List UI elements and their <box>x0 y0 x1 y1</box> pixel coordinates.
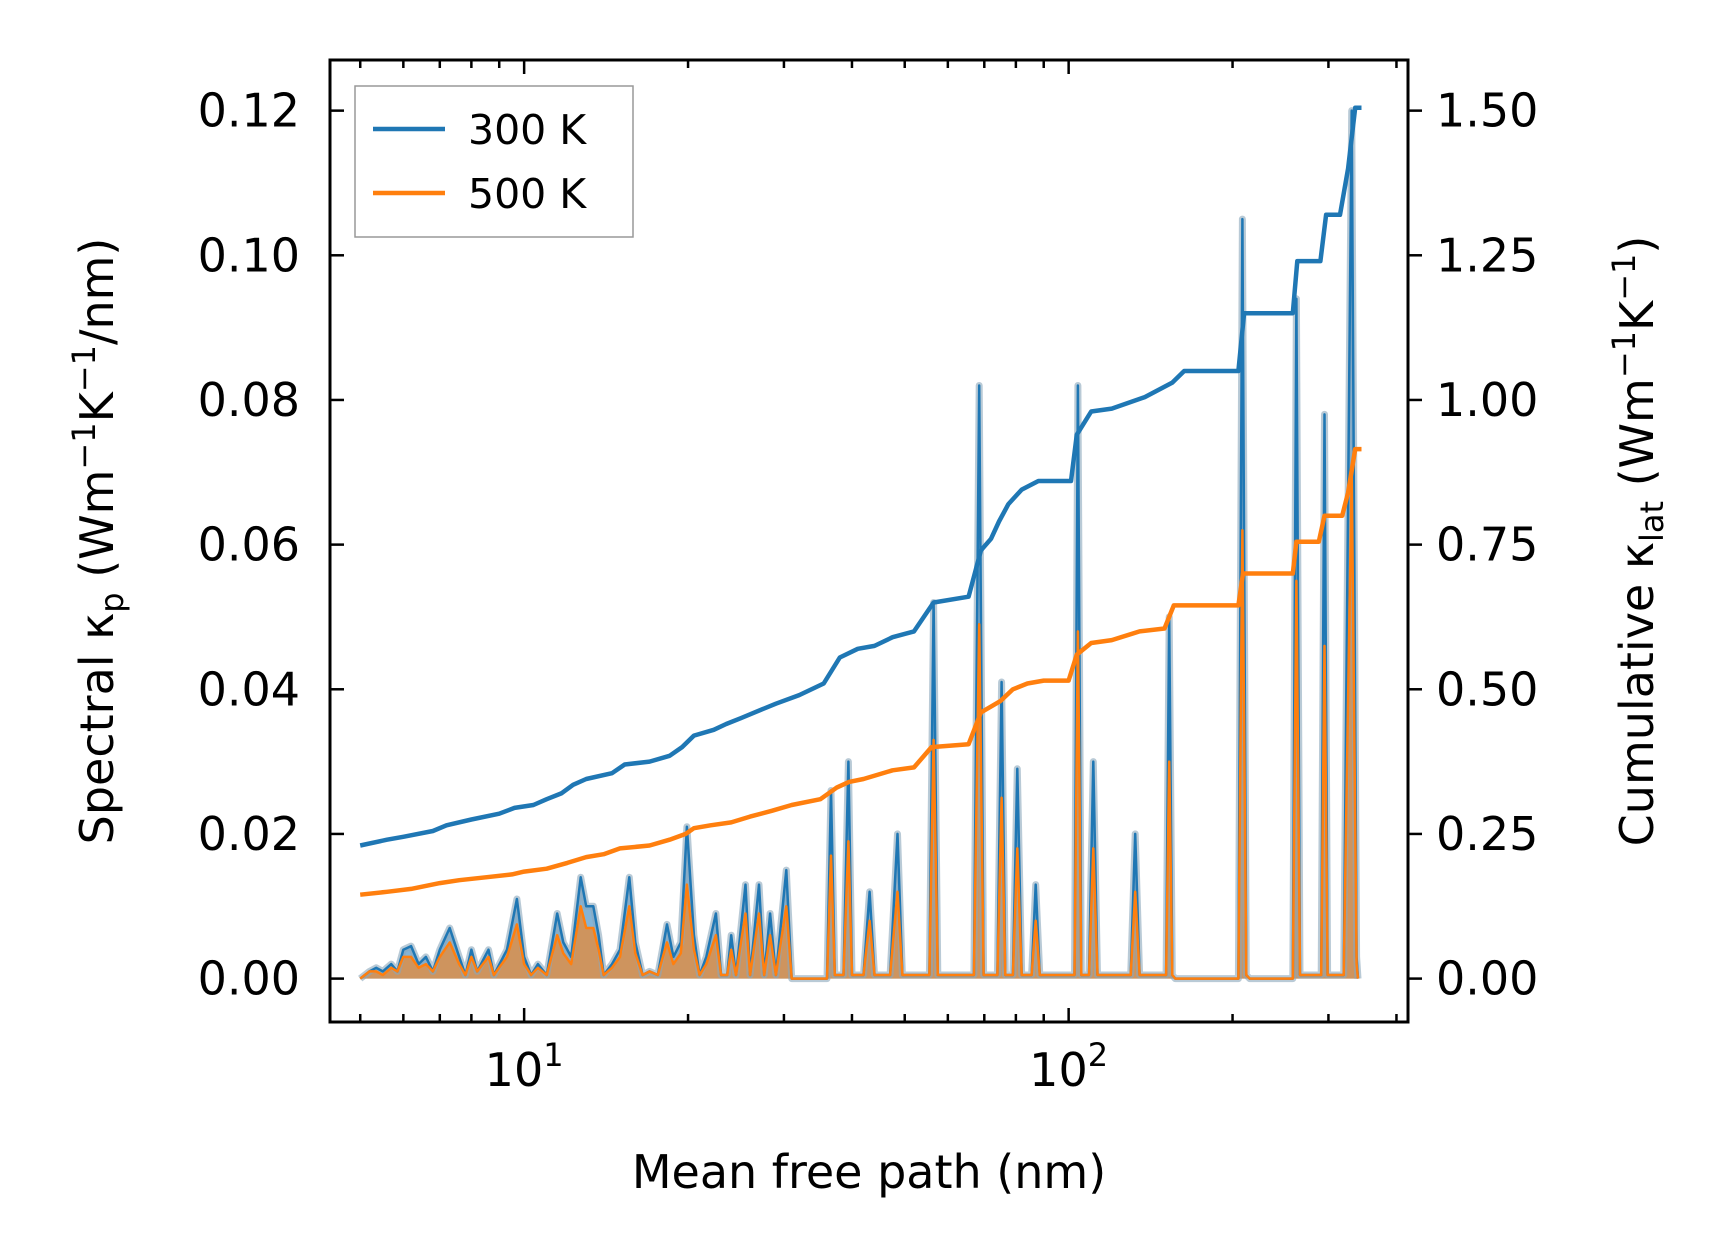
x-tick-label-exponent: 1 <box>543 1036 563 1074</box>
y-right-tick-label: 1.50 <box>1436 84 1538 138</box>
x-tick-label-base: 10 <box>1029 1043 1088 1097</box>
cumulative-300k-line <box>359 105 1362 848</box>
y-left-axis-label: Spectral κp (Wm−1K−1/nm) <box>65 238 131 845</box>
y-right-label-mid: K <box>1610 299 1664 331</box>
y-right-axis-label: Cumulative κlat (Wm−1K−1) <box>1605 236 1671 847</box>
y-left-label-units: (Wm <box>70 470 124 593</box>
tick-layer: 101 1020.000.020.040.060.080.100.120.000.… <box>198 60 1538 1097</box>
y-right-tick-label: 0.50 <box>1436 662 1538 716</box>
y-right-tick-label: 0.25 <box>1436 807 1538 861</box>
y-left-tick-label: 0.04 <box>198 662 300 716</box>
y-right-label-tail: ) <box>1610 236 1664 254</box>
y-left-tick-label: 0.08 <box>198 373 300 427</box>
y-right-label-prefix: Cumulative κ <box>1610 542 1664 846</box>
y-right-tick-label: 1.25 <box>1436 228 1538 282</box>
spectral-500k-line <box>359 471 1360 980</box>
x-tick-label: 102 <box>1029 1036 1108 1097</box>
legend-box <box>354 85 634 238</box>
spectral-300k-halo <box>358 107 1362 983</box>
y-left-label-tail: /nm) <box>70 238 124 345</box>
y-left-tick-label: 0.10 <box>198 228 300 282</box>
y-left-label-mid: K <box>70 390 124 422</box>
y-left-label-sup1: −1 <box>65 422 103 469</box>
y-right-tick-label: 0.00 <box>1436 952 1538 1006</box>
y-right-label-sub: lat <box>1633 501 1671 542</box>
y-left-tick-label: 0.02 <box>198 807 300 861</box>
x-axis-label: Mean free path (nm) <box>632 1145 1106 1199</box>
legend: 300 K 500 K <box>354 85 634 238</box>
y-right-tick-label: 0.75 <box>1436 518 1538 572</box>
y-left-label-sub: p <box>93 592 131 612</box>
legend-label-300k: 300 K <box>468 106 587 154</box>
y-right-label-sup1: −1 <box>1605 331 1643 378</box>
x-tick-label-exponent: 2 <box>1088 1036 1108 1074</box>
spectral-fill-layer <box>360 110 1358 979</box>
spectral-300k-area <box>360 110 1358 979</box>
x-tick-label-base: 10 <box>485 1043 544 1097</box>
y-left-tick-label: 0.00 <box>198 952 300 1006</box>
y-left-label-sup2: −1 <box>65 345 103 392</box>
plot-frame <box>328 58 1410 1024</box>
spectral-300k-line <box>359 109 1360 980</box>
y-left-label-prefix: Spectral κ <box>70 613 124 845</box>
legend-label-500k: 500 K <box>468 170 587 218</box>
spectral-500k-area <box>360 472 1358 979</box>
cumulative-500k-line <box>359 446 1362 897</box>
y-left-tick-label: 0.12 <box>198 84 300 138</box>
y-left-tick-label: 0.06 <box>198 518 300 572</box>
y-right-tick-label: 1.00 <box>1436 373 1538 427</box>
x-tick-label: 101 <box>485 1036 564 1097</box>
series-layer <box>358 105 1362 983</box>
y-right-label-sup2: −1 <box>1605 254 1643 301</box>
y-right-label-units: (Wm <box>1610 378 1664 501</box>
